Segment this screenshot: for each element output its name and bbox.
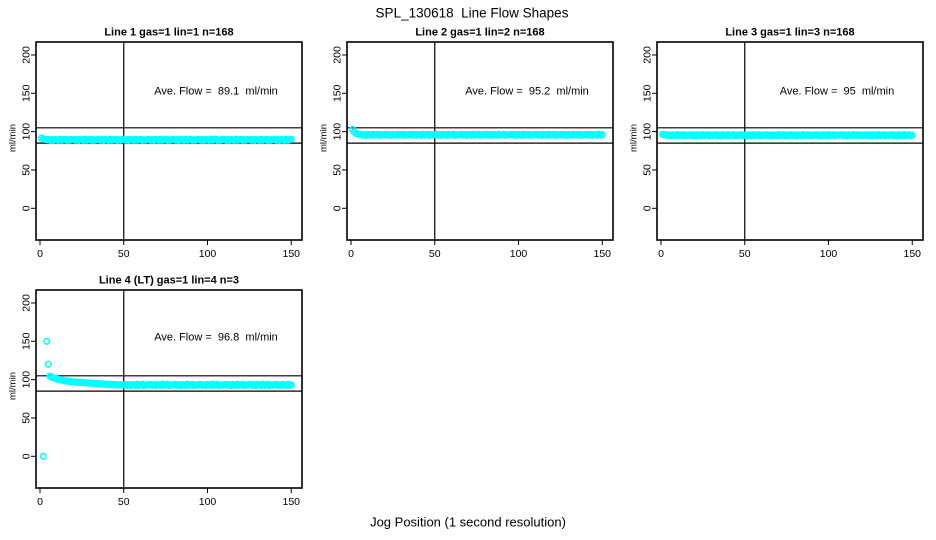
y-tick-label: 200 xyxy=(642,46,654,64)
data-point xyxy=(44,360,52,368)
subplot-4-y-axis-label: ml/min xyxy=(7,372,19,400)
subplot-4-annotation: Ave. Flow = 96.8 ml/min xyxy=(154,331,278,344)
subplot-2-data-points xyxy=(349,125,606,139)
x-tick-label: 0 xyxy=(658,248,664,260)
y-tick-label: 150 xyxy=(332,84,344,102)
y-tick-label: 200 xyxy=(332,46,344,64)
x-tick-label: 0 xyxy=(37,248,43,260)
y-tick-label: 0 xyxy=(21,205,33,211)
x-tick-label: 150 xyxy=(903,248,921,260)
subplot-2-graphics: 0 50 100 150 0 50 100 150 200 xyxy=(332,41,614,260)
data-point xyxy=(287,381,295,389)
x-tick-label: 150 xyxy=(593,248,611,260)
x-tick-label: 150 xyxy=(282,248,300,260)
subplot-2-y-axis-label: ml/min xyxy=(318,124,330,152)
x-tick-label: 100 xyxy=(820,248,838,260)
subplot-4-title: Line 4 (LT) gas=1 lin=4 n=3 xyxy=(98,274,240,287)
y-tick-label: 150 xyxy=(642,84,654,102)
subplot-2-title: Line 2 gas=1 lin=2 n=168 xyxy=(415,26,545,39)
subplot-3-graphics: 0 50 100 150 0 50 100 150 200 xyxy=(642,41,924,260)
y-tick-label: 0 xyxy=(332,205,344,211)
x-tick-label: 0 xyxy=(37,496,43,508)
y-tick-label: 50 xyxy=(332,164,344,176)
y-tick-label: 100 xyxy=(642,123,654,141)
subplot-3-annotation: Ave. Flow = 95 ml/min xyxy=(779,85,895,98)
subplot-1-title: Line 1 gas=1 lin=1 n=168 xyxy=(104,26,234,39)
x-tick-label: 50 xyxy=(429,248,441,260)
plot-box xyxy=(35,41,303,241)
x-tick-label: 100 xyxy=(510,248,528,260)
y-tick-label: 200 xyxy=(21,46,33,64)
subplot-1-annotation: Ave. Flow = 89.1 ml/min xyxy=(154,85,278,98)
data-point xyxy=(43,337,51,345)
y-tick-label: 100 xyxy=(21,371,33,389)
x-tick-label: 150 xyxy=(282,496,300,508)
y-tick-label: 50 xyxy=(21,412,33,424)
subplot-1-data-points xyxy=(38,134,295,144)
y-tick-label: 100 xyxy=(21,123,33,141)
figure-title: SPL_130618 Line Flow Shapes xyxy=(375,5,569,21)
subplot-2-annotation: Ave. Flow = 95.2 ml/min xyxy=(465,85,589,98)
y-tick-label: 100 xyxy=(332,123,344,141)
y-tick-label: 0 xyxy=(21,453,33,459)
data-point xyxy=(287,135,295,143)
x-tick-label: 50 xyxy=(739,248,751,260)
subplot-3-title: Line 3 gas=1 lin=3 n=168 xyxy=(725,26,855,39)
subplot-3-y-axis-label: ml/min xyxy=(628,124,640,152)
x-axis-label: Jog Position (1 second resolution) xyxy=(370,514,566,530)
x-tick-label: 50 xyxy=(118,496,130,508)
y-tick-label: 50 xyxy=(21,164,33,176)
plot-box xyxy=(656,41,924,241)
data-point xyxy=(598,131,606,139)
y-tick-label: 150 xyxy=(21,332,33,350)
plot-box xyxy=(35,289,303,489)
data-point xyxy=(39,452,47,460)
y-tick-label: 50 xyxy=(642,164,654,176)
subplot-3-data-points xyxy=(659,130,916,140)
subplot-4-graphics: 0 50 100 150 0 50 100 150 200 xyxy=(21,289,303,508)
y-tick-label: 0 xyxy=(642,205,654,211)
plot-box xyxy=(346,41,614,241)
x-tick-label: 100 xyxy=(199,248,217,260)
subplot-1-y-axis-label: ml/min xyxy=(7,124,19,152)
subplot-1-graphics: 0 50 100 150 0 50 100 150 200 xyxy=(21,41,303,260)
x-tick-label: 0 xyxy=(348,248,354,260)
x-tick-label: 50 xyxy=(118,248,130,260)
subplot-4-data-points xyxy=(39,337,295,460)
x-tick-label: 100 xyxy=(199,496,217,508)
data-point xyxy=(908,131,916,139)
y-tick-label: 200 xyxy=(21,294,33,312)
y-tick-label: 150 xyxy=(21,84,33,102)
